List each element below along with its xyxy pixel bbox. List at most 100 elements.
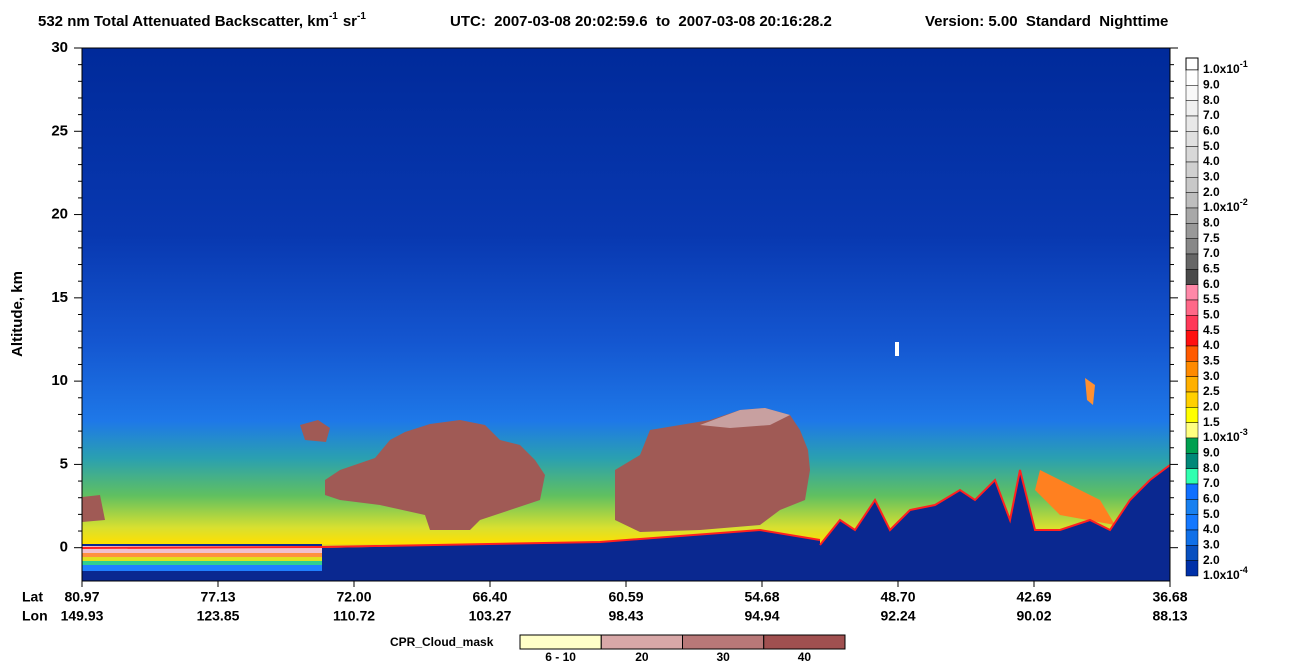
backscatter-curtain (81, 48, 1171, 581)
x-tick-label: 48.70 (880, 589, 915, 605)
colorbar-label: 6.0 (1203, 492, 1220, 506)
x-tick-label: 80.97 (64, 589, 99, 605)
colorbar-cell (1185, 483, 1199, 500)
x-tick-label: 149.93 (61, 608, 104, 624)
colorbar-label: 4.0 (1203, 338, 1220, 352)
x-tick-label: 90.02 (1016, 608, 1051, 624)
version: Version: 5.00 Standard Nighttime (925, 13, 1168, 30)
colorbar-label: 2.0 (1203, 400, 1220, 414)
colorbar-cell (1185, 146, 1199, 163)
colorbar-label: 8.0 (1203, 461, 1220, 475)
y-tick-label: 10 (51, 372, 68, 389)
cloud-mask-category: 40 (798, 650, 812, 664)
colorbar-cell (1185, 361, 1199, 377)
colorbar-label: 1.0x10-2 (1203, 197, 1248, 214)
x-tick-label: 110.72 (333, 608, 375, 624)
colorbar-cell (1185, 514, 1199, 531)
colorbar-label: 8.0 (1203, 216, 1220, 230)
y-axis-label: Altitude, km (9, 271, 26, 357)
colorbar-label: 7.0 (1203, 108, 1220, 122)
colorbar-cell (1185, 422, 1199, 439)
colorbar-label: 3.5 (1203, 354, 1220, 368)
colorbar-label: 5.0 (1203, 308, 1220, 322)
colorbar-cell (1185, 115, 1199, 132)
colorbar-label: 4.0 (1203, 522, 1220, 536)
colorbar-cell (1185, 376, 1199, 393)
colorbar-label: 3.0 (1203, 538, 1220, 552)
colorbar-label: 6.0 (1203, 277, 1220, 291)
colorbar-cell (1185, 192, 1199, 209)
cloud-mask-swatch (519, 634, 602, 650)
colorbar-cell (1185, 69, 1199, 86)
x-tick-label: 60.59 (608, 589, 643, 605)
x-tick-label: 88.13 (1152, 608, 1187, 624)
x-tick-label: 54.68 (744, 589, 779, 605)
colorbar-cell (1185, 269, 1199, 285)
colorbar-cell (1185, 299, 1199, 316)
colorbar-cell (1185, 223, 1199, 239)
colorbar-cell (1185, 391, 1199, 408)
x-tick-label: 98.43 (608, 608, 643, 624)
cloud-mask-swatch (682, 634, 765, 650)
colorbar-cell (1185, 100, 1199, 117)
colorbar-label: 8.0 (1203, 93, 1220, 107)
x-tick-label: 72.00 (336, 589, 371, 605)
y-tick-label: 25 (51, 122, 68, 139)
x-row-name: Lat (22, 589, 43, 605)
colorbar-label: 4.5 (1203, 323, 1220, 337)
colorbar-label: 1.0x10-4 (1203, 565, 1248, 582)
colorbar-cell (1185, 560, 1199, 577)
x-tick-label: 36.68 (1152, 589, 1187, 605)
colorbar-cell (1185, 85, 1199, 101)
colorbar-cell (1185, 238, 1199, 255)
colorbar-cell (1185, 529, 1199, 546)
colorbar-label: 7.0 (1203, 246, 1220, 260)
x-tick-label: 77.13 (200, 589, 235, 605)
cloud-mask-category: 20 (635, 650, 649, 664)
x-tick-label: 66.40 (472, 589, 507, 605)
x-tick-label: 123.85 (197, 608, 240, 624)
colorbar-cell (1185, 131, 1199, 147)
colorbar-cell (1185, 330, 1199, 347)
colorbar-cell (1185, 284, 1199, 301)
cloud-mask-label: CPR_Cloud_mask (390, 635, 494, 649)
colorbar-cell (1185, 177, 1199, 193)
x-tick-label: 42.69 (1016, 589, 1051, 605)
colorbar-label: 7.5 (1203, 231, 1220, 245)
colorbar-cell (1185, 545, 1199, 561)
colorbar-label: 6.5 (1203, 262, 1220, 276)
colorbar-label: 1.0x10-1 (1203, 59, 1248, 76)
y-tick-label: 0 (60, 539, 68, 556)
x-tick-label: 92.24 (880, 608, 915, 624)
colorbar-label: 3.0 (1203, 369, 1220, 383)
y-tick-label: 20 (51, 206, 68, 223)
colorbar-label: 1.0x10-3 (1203, 427, 1248, 444)
colorbar-cell (1185, 499, 1199, 515)
colorbar-cell (1185, 407, 1199, 423)
colorbar-cell (1185, 253, 1199, 270)
colorbar-label: 3.0 (1203, 170, 1220, 184)
colorbar-label: 2.0 (1203, 553, 1220, 567)
cloud-mask-swatch (600, 634, 683, 650)
y-tick-label: 15 (51, 289, 68, 306)
colorbar-label: 6.0 (1203, 124, 1220, 138)
cloud-mask-swatch (763, 634, 846, 650)
colorbar-label: 4.0 (1203, 154, 1220, 168)
colorbar-cell (1185, 315, 1199, 331)
chart-title: 532 nm Total Attenuated Backscatter, km-… (38, 11, 366, 30)
x-tick-label: 94.94 (744, 608, 779, 624)
colorbar-label: 1.5 (1203, 415, 1220, 429)
colorbar-label: 2.0 (1203, 185, 1220, 199)
subtitle: UTC: 2007-03-08 20:02:59.6 to 2007-03-08… (450, 13, 832, 30)
colorbar-label: 5.0 (1203, 139, 1220, 153)
colorbar-cell (1185, 207, 1199, 224)
colorbar-cell (1185, 453, 1199, 469)
colorbar-cap (1185, 57, 1199, 71)
colorbar-cell (1185, 437, 1199, 454)
colorbar-cell (1185, 468, 1199, 485)
colorbar-cell (1185, 345, 1199, 362)
cloud-mask-category: 30 (716, 650, 730, 664)
colorbar-label: 2.5 (1203, 384, 1220, 398)
x-row-name: Lon (22, 608, 48, 624)
